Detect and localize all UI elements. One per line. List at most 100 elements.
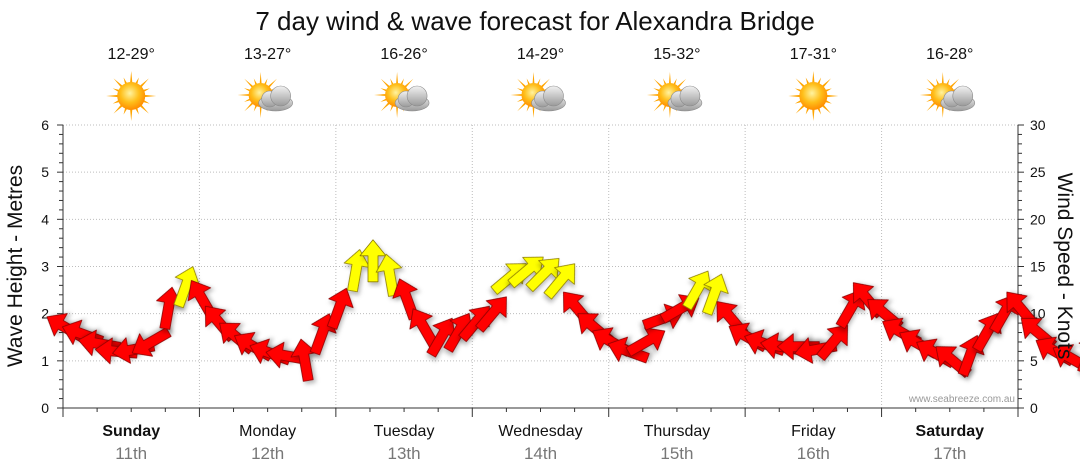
y2-tick-label: 15 [1030,259,1046,275]
sun-ray [526,104,531,112]
cloud [258,85,293,112]
sun-ray [112,88,120,93]
wind-arrow [490,263,527,295]
sun-cloud-icon [237,72,293,118]
y-axis-label-left: Wave Height - Metres [4,165,27,367]
cloud [531,85,566,112]
wind-arrow-series [46,239,1080,382]
watermark: www.seabreeze.com.au [908,394,1015,405]
day-header: 12-29° Sunday 11th [102,46,160,463]
sun-ray [113,104,123,114]
sun-ray [826,94,839,98]
cloud-puff [679,85,701,107]
wind-arrow [702,273,729,316]
sun-ray [663,104,667,112]
day-name: Saturday [916,423,985,440]
temperature-range: 15-32° [653,46,700,63]
y-axis-label-right: Wind Speed - Knots [1053,173,1076,360]
sun-ray [926,102,936,112]
sun-cloud-icon [374,72,430,118]
sun-ray [263,78,268,86]
sun-ray [668,105,671,118]
sun-ray [653,102,663,112]
sun-ray [135,107,139,115]
sun-ray [935,104,940,112]
sun-ray [244,102,254,112]
sun-ray [532,105,535,118]
sun-ray [540,78,550,88]
sun-ray [812,108,815,121]
wind-arrow [543,263,576,300]
sun-icon [106,71,157,121]
day-header: 16-26° Tuesday 13th [374,46,435,463]
cloud-puff [270,85,291,107]
y-tick-label: 4 [41,211,49,227]
sun-ray [532,72,535,85]
wind-arrow [359,239,387,283]
sun-ray [517,78,527,88]
temperature-range: 16-28° [926,46,973,63]
sun-ray [653,78,663,88]
day-name: Friday [791,423,835,440]
sun-ray [123,77,128,85]
day-header: 14-29° Wednesday 14th [498,46,582,463]
y-tick-label: 0 [41,400,49,416]
sun-ray [824,88,832,93]
chart-title: 7 day wind & wave forecast for Alexandra… [255,6,814,36]
y-tick-label: 5 [41,164,49,180]
wind-arrow [326,287,354,330]
temperature-range: 16-26° [380,46,427,63]
sun-ray [374,94,387,96]
sun-ray [795,78,806,88]
sun-ray [824,99,832,104]
y-tick-label: 3 [41,259,49,275]
sun-ray [123,107,128,115]
sun-ray [135,77,139,85]
cloud [667,85,703,112]
wind-arrow [816,324,848,361]
sun-ray [253,104,258,112]
day-date: 15th [660,444,693,463]
temperature-range: 12-29° [108,46,155,63]
sun-disc [117,82,146,110]
sun-ray [817,107,822,115]
sun-ray [112,99,120,104]
day-date: 16th [797,444,830,463]
sun-ray [380,102,391,112]
sun-ray [949,78,960,88]
sun-ray [526,78,531,86]
day-name: Tuesday [374,423,435,440]
sun-cloud-icon [646,72,703,118]
sun-ray [805,107,810,115]
sun-ray [812,71,815,84]
day-name: Thursday [644,423,711,440]
cloud [940,85,976,112]
sun-ray [926,88,934,92]
sun-icon [788,71,839,121]
sun-ray [253,78,258,86]
y2-tick-label: 5 [1030,353,1038,369]
day-date: 17th [933,444,966,463]
sun-ray [817,77,822,85]
sun-ray [144,94,157,98]
sun-ray [805,77,810,85]
sun-ray [400,78,404,86]
sun-ray [821,104,832,114]
day-date: 13th [388,444,421,463]
day-header: 16-28° Saturday 17th [916,46,985,463]
cloud-puff [543,85,564,107]
sun-ray [130,108,133,121]
sun-ray [244,98,251,102]
y-tick-label: 2 [41,306,49,322]
day-header: 15-32° Thursday 15th [644,46,711,463]
sun-ray [653,98,661,102]
sun-ray [946,78,950,86]
day-name: Wednesday [498,423,582,440]
day-date: 12th [251,444,284,463]
y-tick-label: 6 [41,117,49,133]
temperature-range: 13-27° [244,46,291,63]
sun-ray [390,104,394,112]
sun-ray [113,78,123,88]
sun-ray [139,104,149,114]
